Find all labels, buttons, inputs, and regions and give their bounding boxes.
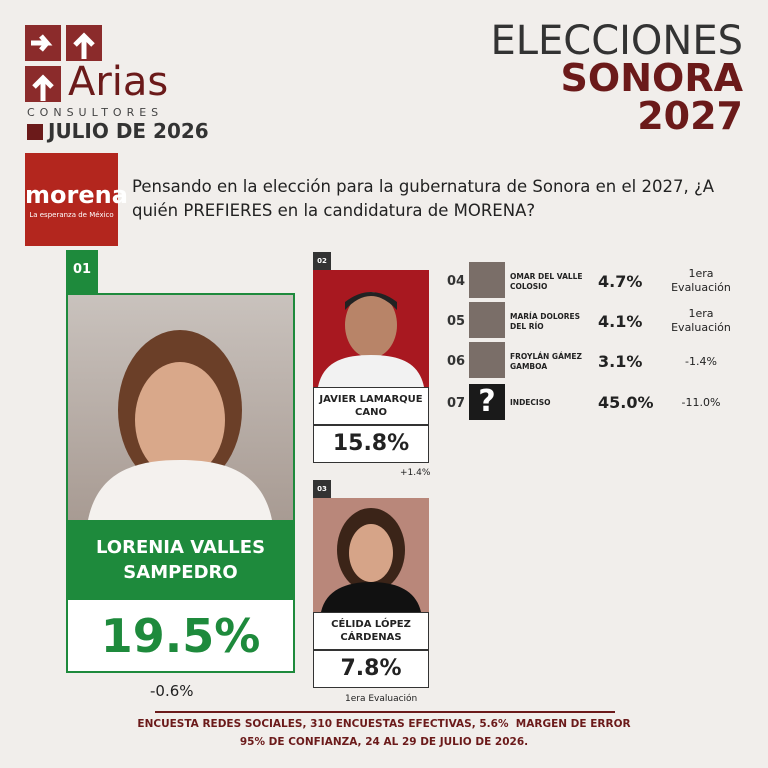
photo [313, 498, 429, 612]
candidate-change: 1era Evaluación [671, 267, 731, 294]
title-line: SONORA [560, 56, 743, 100]
footer-line: 95% DE CONFIANZA, 24 AL 29 DE JULIO DE 2… [239, 736, 529, 748]
candidate-change: -1.4% [685, 355, 717, 368]
candidate-name: LORENIA VALLES SAMPEDRO [68, 520, 293, 600]
candidate-value: 7.8% [313, 650, 429, 688]
rank: 03 [313, 480, 331, 498]
date-marker [27, 124, 43, 140]
title-line: ELECCIONES [490, 18, 743, 64]
party-logo: morena La esperanza de México [25, 153, 128, 246]
rank: 07 [447, 396, 466, 411]
candidate-name: CÉLIDA LÓPEZ CÁRDENAS [313, 612, 429, 650]
photo [469, 342, 505, 378]
candidate-value: 45.0% [598, 393, 654, 412]
candidate-change: -11.0% [681, 396, 721, 409]
footer-rule [155, 711, 615, 713]
candidate-value: 15.8% [313, 425, 429, 463]
candidate-value: 19.5% [100, 609, 261, 663]
rank: 01 [66, 250, 98, 294]
party-tagline: La esperanza de México [29, 211, 114, 219]
footer-line: ENCUESTA REDES SOCIALES, 310 ENCUESTAS E… [137, 718, 631, 730]
photo [469, 262, 505, 298]
rank: 02 [313, 252, 331, 270]
question: Pensando en la elección para la gubernat… [132, 177, 714, 220]
party-name: morena [25, 181, 128, 209]
candidate-change: -0.6% [150, 682, 194, 700]
icon: ? [469, 384, 505, 420]
date: JULIO DE 2026 [48, 119, 209, 143]
rank: 06 [447, 354, 466, 369]
rank: 04 [447, 274, 466, 289]
candidate-value: 4.7% [598, 272, 643, 291]
logo-sub: CONSULTORES [27, 106, 164, 119]
candidate-name: MARÍA DOLORES DEL RÍO [510, 312, 581, 331]
candidate-value: 4.1% [598, 312, 643, 331]
candidate-name: OMAR DEL VALLE COLOSIO [510, 272, 583, 291]
candidate-name: INDECISO [510, 398, 551, 407]
logo-name: Arias [68, 59, 169, 105]
photo [313, 270, 429, 387]
photo [68, 295, 293, 520]
candidate-change: 1era Evaluación [671, 307, 731, 334]
title-line: 2027 [637, 94, 743, 138]
candidate-change: 1era Evaluación [345, 694, 418, 704]
candidate-name: JAVIER LAMARQUE CANO [313, 387, 429, 425]
candidate-value: 3.1% [598, 352, 643, 371]
logo-arrows [31, 32, 95, 101]
candidate-change: +1.4% [400, 468, 431, 478]
candidate-name: FROYLÁN GÁMEZ GAMBOA [510, 352, 582, 371]
photo [469, 302, 505, 338]
rank: 05 [447, 314, 466, 329]
